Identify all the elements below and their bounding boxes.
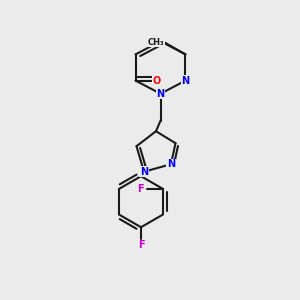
Text: N: N (182, 76, 190, 85)
Text: N: N (167, 159, 175, 169)
Text: O: O (152, 76, 160, 85)
Text: F: F (138, 240, 144, 250)
Text: F: F (137, 184, 144, 194)
Text: CH₃: CH₃ (148, 38, 164, 47)
Text: N: N (140, 167, 148, 177)
Text: N: N (156, 89, 165, 99)
